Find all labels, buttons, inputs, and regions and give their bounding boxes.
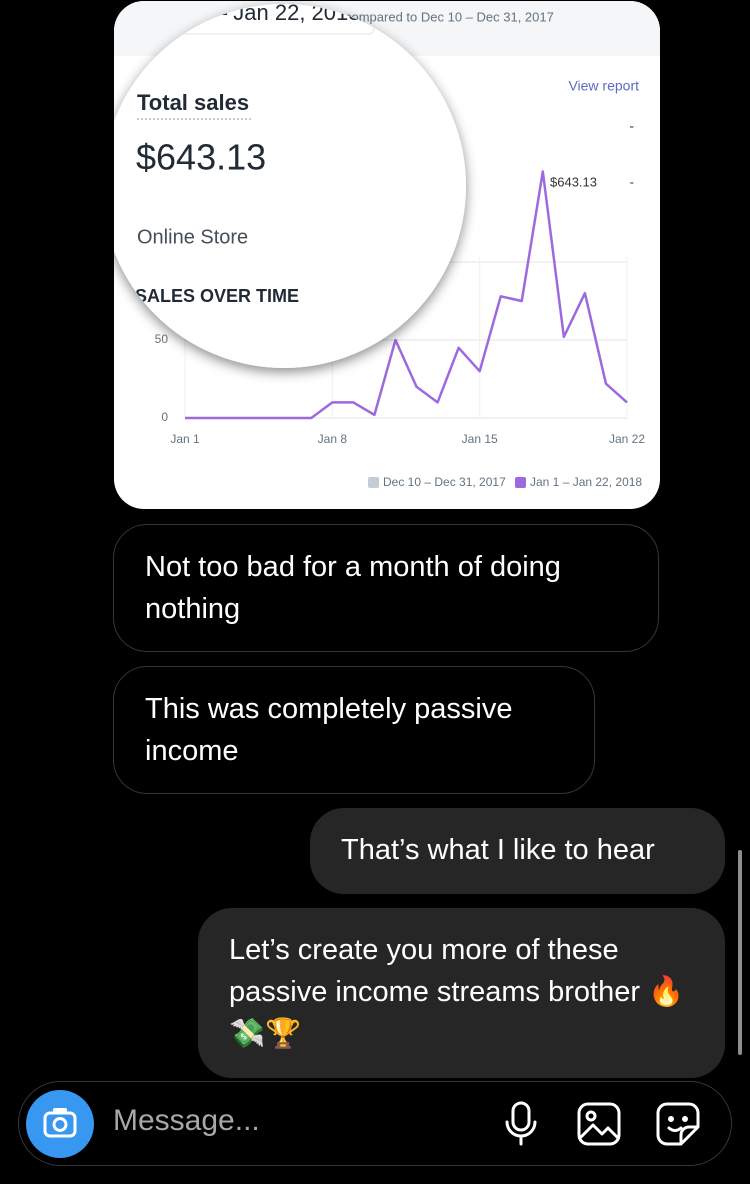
magnifier-lens: [114, 4, 466, 368]
shared-image: compared to Dec 10 – Dec 31, 2017 View r…: [114, 1, 660, 509]
sent-message[interactable]: Let’s create you more of these passive i…: [198, 908, 725, 1078]
breakdown-dash: -: [630, 174, 634, 189]
legend-swatch: [368, 477, 379, 488]
x-tick-label: Jan 22: [609, 432, 645, 446]
message-composer[interactable]: Message...: [18, 1081, 732, 1166]
sent-message[interactable]: That’s what I like to hear: [310, 808, 725, 894]
section-title: SALES OVER TIME: [135, 286, 299, 306]
metric-value: $643.13: [136, 137, 266, 178]
legend-label: Jan 1 – Jan 22, 2018: [530, 475, 642, 489]
view-report[interactable]: View report: [568, 78, 639, 94]
scrollbar: [738, 850, 742, 1055]
x-tick-label: Jan 15: [462, 432, 498, 446]
received-message[interactable]: Not too bad for a month of doing nothing: [113, 524, 659, 652]
comparison: compared to Dec 10 – Dec 31, 2017: [345, 9, 554, 24]
magnifier: Jan 1 – Jan 22, 2018 Total sales $643.13…: [114, 4, 466, 368]
breakdown-dash: -: [629, 118, 634, 134]
composer-icons: [505, 1101, 700, 1146]
gallery-button[interactable]: [577, 1102, 621, 1146]
y-tick-label: 50: [155, 332, 169, 346]
channel: Online Store: [137, 226, 248, 248]
y-tick-label: 0: [161, 410, 168, 424]
message-text: Let’s create you more of these passive i…: [229, 934, 685, 1050]
received-message[interactable]: This was completely passive income: [113, 666, 595, 794]
legend-swatch: [515, 477, 526, 488]
mic-button[interactable]: [505, 1101, 537, 1146]
legend-label: Dec 10 – Dec 31, 2017: [383, 475, 506, 489]
breakdown-value: $643.13: [550, 174, 597, 189]
sales-line: [185, 170, 628, 420]
camera-button[interactable]: [25, 1089, 95, 1159]
x-tick-label: Jan 1: [170, 432, 200, 446]
sticker-button[interactable]: [656, 1102, 700, 1146]
message-text: This was completely passive income: [145, 693, 513, 767]
metric-title: Total sales: [137, 90, 249, 115]
message-text: That’s what I like to hear: [341, 834, 655, 866]
message-text: Not too bad for a month of doing nothing: [145, 551, 561, 625]
x-tick-label: Jan 8: [318, 432, 348, 446]
message-input[interactable]: Message...: [113, 1104, 260, 1137]
